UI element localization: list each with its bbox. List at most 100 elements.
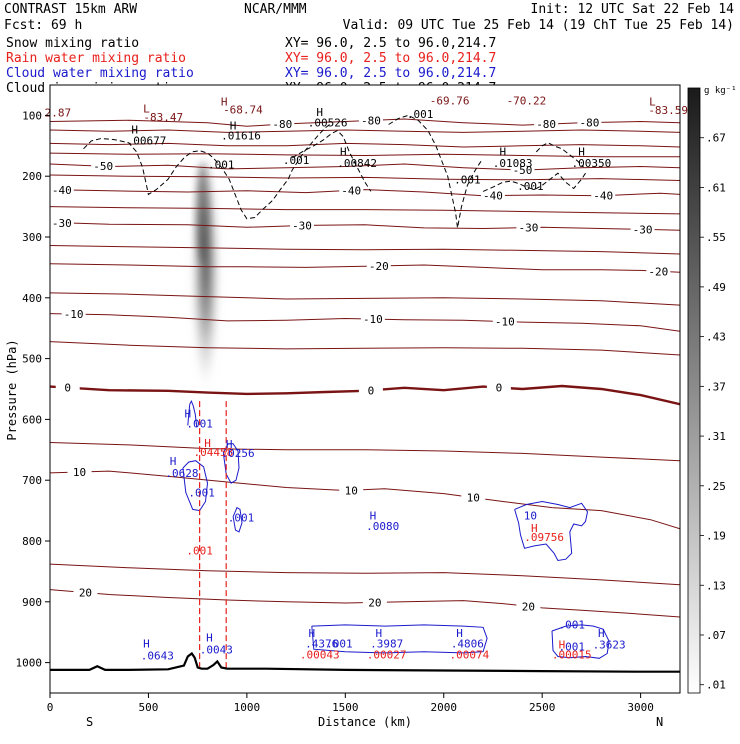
contour-annotation: H [598, 627, 605, 640]
contour-annotation: .001 [558, 640, 585, 653]
field-name-rain: Rain water mixing ratio [6, 51, 186, 66]
contour-label-bg [360, 313, 385, 325]
contour-annotation: .04458 [194, 446, 234, 459]
temperature-contour [50, 292, 680, 306]
contour-annotation: .001 [326, 637, 353, 650]
contour-annotation: .001 [186, 544, 213, 557]
snow-plume-layer [191, 157, 220, 402]
ice-contour [535, 142, 584, 168]
contour-label-bg [516, 221, 541, 233]
cloud-water-contour [187, 400, 198, 427]
y-tick-label: 500 [22, 353, 42, 366]
x-tick-label: 3000 [627, 701, 654, 714]
y-tick-label: 200 [22, 170, 42, 183]
forecast-hour: Fcst: 69 h [4, 18, 82, 33]
contour-annotation: -70.22 [507, 94, 547, 107]
temperature-contour-label: -80 [536, 118, 556, 131]
contour-annotation: .01616 [221, 130, 261, 143]
contour-label-bg [492, 315, 517, 327]
colorbar-ramp [687, 87, 701, 694]
terrain-layer [50, 651, 680, 673]
temperature-contour [50, 152, 680, 158]
contour-annotation: .3987 [370, 637, 403, 650]
temperature-contour-label: 10 [345, 484, 358, 497]
contour-label-bg [91, 160, 116, 172]
contour-annotation: .0043 [200, 643, 233, 656]
contour-annotation: -69.76 [430, 94, 470, 107]
plot-frame [49, 84, 681, 694]
colorbar-label: .01 [706, 679, 726, 692]
contour-label-bg [480, 189, 505, 201]
contour-annotation: .09756 [524, 531, 564, 544]
temperature-contours: 20 20 20 10 10 10 0 0 0 -10 -10 -10 -20 -20 -30 -30 -30 -… [50, 114, 680, 618]
temperature-contour-label: -50 [513, 164, 533, 177]
contour-annotation: H [316, 106, 323, 119]
y-axis-label: Pressure (hPa) [5, 339, 19, 440]
contour-annotation: .00677 [127, 135, 167, 148]
temperature-contour-label: -80 [580, 117, 600, 130]
contour-annotation: .00350 [572, 157, 612, 170]
x-tick-label: 500 [139, 701, 159, 714]
temperature-contour-label: 0 [64, 382, 71, 395]
temperature-contour-label: -30 [52, 217, 72, 230]
contour-annotation: -83.59 [648, 104, 688, 117]
ice-contour [482, 172, 586, 192]
contour-annotation: H [170, 455, 177, 468]
x-tick-label: 2000 [431, 701, 458, 714]
contour-annotation: .0080 [366, 520, 399, 533]
temperature-contour-label: -20 [648, 265, 668, 278]
y-axis: 100 200 300 400 500 600 700 800 900 1000 [16, 109, 50, 670]
y-tick-label: 300 [22, 231, 42, 244]
contour-annotation: .00027 [367, 648, 407, 661]
contour-annotation: H [206, 631, 213, 644]
colorbar-label: .61 [706, 181, 726, 194]
temperature-contour-label: 20 [368, 596, 381, 609]
temperature-contour [50, 174, 680, 181]
contour-annotation: H [185, 408, 192, 421]
contour-annotation: .00074 [449, 648, 489, 661]
temperature-contour [50, 589, 680, 618]
y-tick-label: 600 [22, 413, 42, 426]
cloud-water-contour [182, 460, 209, 512]
ice-contour [291, 129, 372, 192]
temperature-contour [50, 563, 680, 586]
contour-annotation: -83.47 [143, 111, 183, 124]
contour-label-bg [366, 259, 391, 271]
field-xy-snow: XY= 96.0, 2.5 to 96.0,214.7 [285, 36, 496, 51]
contour-label-bg [510, 164, 535, 176]
contour-label-bg [358, 114, 383, 126]
temperature-contour-label: -40 [52, 184, 72, 197]
temperature-contour-label: 20 [522, 600, 535, 613]
contour-annotation: .001 [283, 154, 310, 167]
ice-contours [83, 114, 586, 228]
temperature-contour-label: -30 [633, 223, 653, 236]
cloud-water-contour [311, 624, 488, 654]
contour-label-bg [339, 184, 364, 196]
temperature-contour-label: 10 [73, 466, 86, 479]
endpoint-south: S [86, 715, 93, 729]
contour-annotation: .001 [558, 619, 585, 632]
valid-time: Valid: 09 UTC Tue 25 Feb 14 (19 ChT Tue … [343, 18, 734, 33]
contour-annotation: .001 [188, 487, 215, 500]
temperature-contour-label: 20 [79, 587, 92, 600]
temperature-contour [50, 341, 680, 356]
contour-annotation: H [226, 438, 233, 451]
contour-annotation: H [370, 510, 377, 523]
contour-label-bg [67, 465, 92, 477]
y-tick-label: 100 [22, 109, 42, 122]
contour-label-bg [577, 116, 602, 128]
temperature-contour [50, 221, 680, 231]
contour-annotation: .4806 [451, 637, 484, 650]
colorbar-label: .19 [706, 530, 726, 543]
field-xy-rain: XY= 96.0, 2.5 to 96.0,214.7 [285, 51, 496, 66]
colorbar-label: .31 [706, 430, 726, 443]
temperature-contour-label: 10 [467, 492, 480, 505]
temperature-contour-label: -10 [363, 313, 383, 326]
field-xy-cloud-water: XY= 96.0, 2.5 to 96.0,214.7 [285, 66, 496, 81]
contour-annotation: .00842 [337, 157, 377, 170]
contour-annotation: H [230, 119, 237, 132]
contour-annotation: .0628 [165, 467, 198, 480]
contour-annotation: .00043 [300, 648, 340, 661]
